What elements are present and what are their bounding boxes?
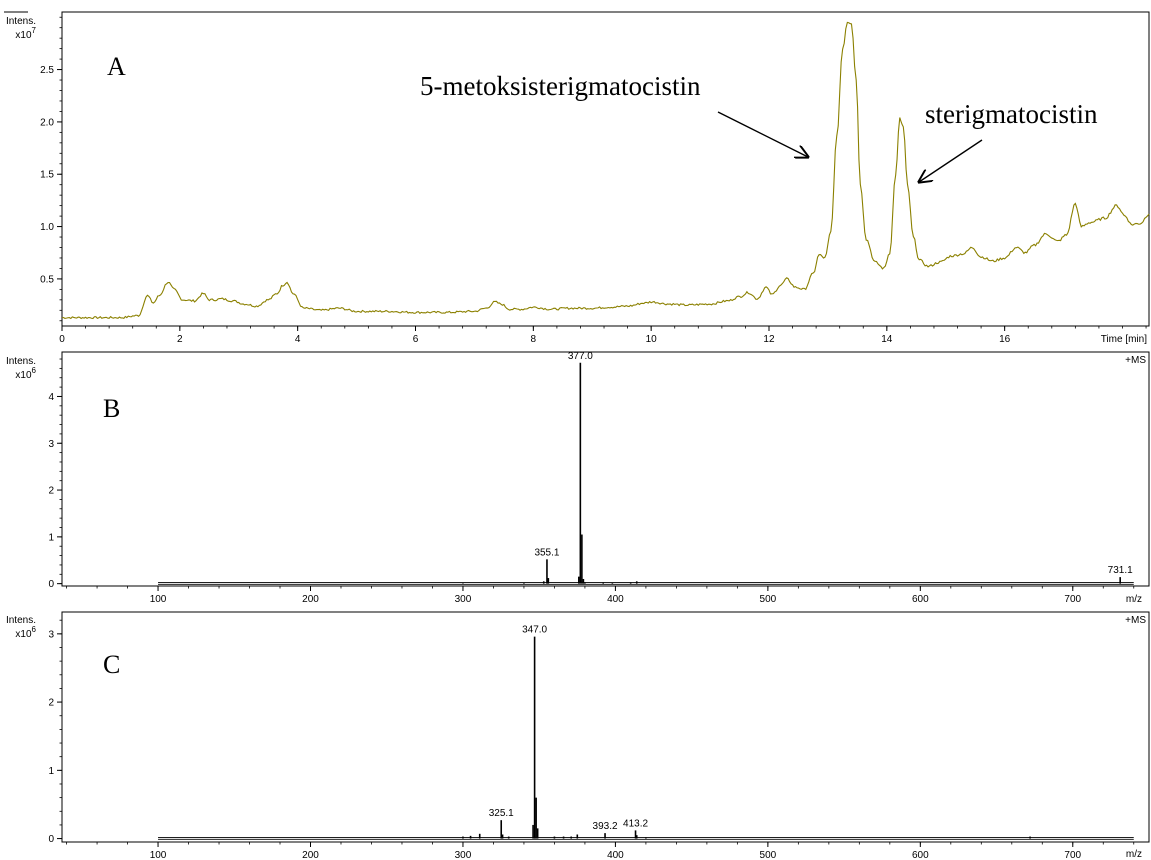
panel-b-label: B (103, 394, 120, 423)
panel-c-mass-spectrum: Intens. x106 +MS C m/z 0 1 2 3 100 200 300 400… (6, 611, 1150, 860)
panel-b-x-ticks: 100 200 300 400 500 600 700 (66, 586, 1135, 605)
panel-a-y-axis-label: Intens. (6, 16, 36, 27)
x-tick-label: 0 (59, 334, 65, 345)
y-tick-label: 3 (48, 629, 54, 640)
x-tick-label: 100 (150, 594, 167, 605)
y-tick-label: 2 (48, 698, 54, 709)
y-tick-label: 2 (48, 486, 54, 497)
y-tick-label: 3 (48, 439, 54, 450)
x-tick-label: 500 (760, 850, 777, 860)
x-tick-label: 600 (912, 850, 929, 860)
y-tick-label: 1.0 (40, 222, 54, 233)
panel-a-chromatogram: Intens. x107 A Time [min] 0.5 1.0 1.5 2.0 2.… (4, 11, 1150, 345)
x-tick-label: 700 (1064, 850, 1081, 860)
peak-label: 413.2 (623, 818, 648, 829)
x-tick-label: 300 (455, 850, 472, 860)
panel-b-y-axis-label: Intens. (6, 356, 36, 367)
panel-b-y-multiplier: x106 (15, 366, 36, 381)
panel-a-trace (61, 21, 1150, 320)
panel-a-x-axis-label: Time [min] (1101, 334, 1148, 345)
y-tick-label: 0 (48, 579, 54, 590)
annotation-arrow-5-metoksisterigmatocistin (717, 111, 808, 157)
panel-c-x-axis-label: m/z (1126, 849, 1142, 860)
panel-c-corner-label: +MS (1125, 615, 1146, 626)
x-tick-label: 12 (763, 334, 775, 345)
peak-label: 325.1 (489, 808, 514, 819)
x-tick-label: 10 (646, 334, 658, 345)
panel-c-peaks: 325.1 347.0 393.2 413.2 (158, 625, 1134, 840)
x-tick-label: 6 (413, 334, 419, 345)
panel-b-y-ticks: 0 1 2 3 4 (48, 358, 62, 590)
annotation-5-metoksisterigmatocistin: 5-metoksisterigmatocistin (420, 71, 701, 101)
x-tick-label: 200 (302, 850, 319, 860)
x-tick-label: 8 (531, 334, 537, 345)
panel-a-label: A (107, 52, 126, 81)
panel-c-y-ticks: 0 1 2 3 (48, 619, 62, 845)
x-tick-label: 400 (607, 594, 624, 605)
annotation-sterigmatocistin: sterigmatocistin (925, 99, 1098, 129)
panel-c-frame (61, 611, 1150, 843)
y-tick-label: 2.5 (40, 65, 54, 76)
x-tick-label: 2 (177, 334, 183, 345)
peak-label: 731.1 (1108, 565, 1133, 576)
x-tick-label: 16 (999, 334, 1011, 345)
y-tick-label: 1 (48, 532, 54, 543)
panel-b-frame (61, 351, 1150, 587)
panel-c-y-multiplier: x106 (15, 625, 36, 640)
y-tick-label: 4 (48, 392, 54, 403)
panel-c-label: C (103, 650, 120, 679)
panel-b-mass-spectrum: Intens. x106 +MS B m/z 0 1 2 3 4 100 200 300 40… (6, 351, 1150, 605)
y-tick-label: 1.5 (40, 170, 54, 181)
panel-a-x-ticks: 0 2 4 6 8 10 12 14 16 (59, 326, 1147, 345)
panel-a-frame (61, 11, 1150, 327)
peak-label: 347.0 (522, 625, 547, 636)
panel-c-y-axis-label: Intens. (6, 615, 36, 626)
panel-c-x-ticks: 100 200 300 400 500 600 700 (66, 842, 1135, 860)
x-tick-label: 200 (302, 594, 319, 605)
peak-label: 377.0 (568, 351, 593, 362)
annotation-arrow-sterigmatocistin (919, 139, 983, 182)
peak-label: 355.1 (534, 547, 559, 558)
peak-label: 393.2 (593, 821, 618, 832)
x-tick-label: 300 (455, 594, 472, 605)
panel-b-corner-label: +MS (1125, 355, 1146, 366)
x-tick-label: 400 (607, 850, 624, 860)
x-tick-label: 600 (912, 594, 929, 605)
x-tick-label: 4 (295, 334, 301, 345)
panel-b-x-axis-label: m/z (1126, 594, 1142, 605)
x-tick-label: 500 (760, 594, 777, 605)
panel-a-y-ticks: 0.5 1.0 1.5 2.0 2.5 (40, 16, 62, 322)
y-tick-label: 0.5 (40, 274, 54, 285)
chromatogram-trace-line (61, 21, 1150, 320)
x-tick-label: 100 (150, 850, 167, 860)
x-tick-label: 14 (881, 334, 893, 345)
panel-b-peaks: 355.1 377.0 731.1 (158, 351, 1134, 586)
y-tick-label: 2.0 (40, 117, 54, 128)
panel-a-y-multiplier: x107 (15, 26, 36, 41)
y-tick-label: 1 (48, 766, 54, 777)
y-tick-label: 0 (48, 834, 54, 845)
x-tick-label: 700 (1064, 594, 1081, 605)
